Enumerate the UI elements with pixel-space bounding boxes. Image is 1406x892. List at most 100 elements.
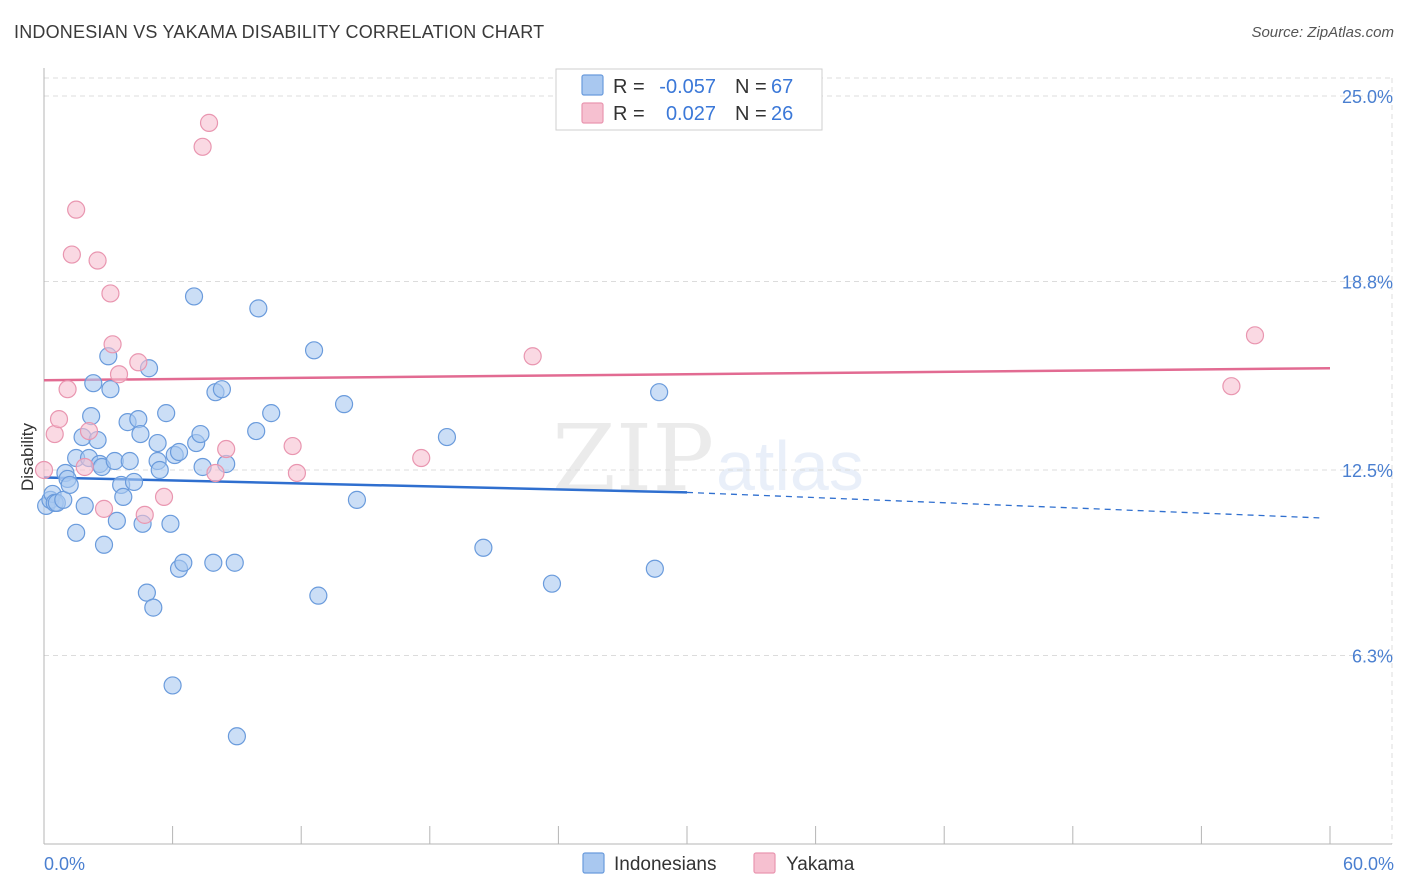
correlation-legend: R = -0.057 N = 67 R = 0.027 N = 26 (555, 68, 823, 131)
point-yakama (1245, 326, 1265, 345)
legend-swatch-indonesians (581, 74, 604, 96)
point-indonesians (204, 553, 223, 572)
axes (43, 68, 1392, 845)
point-indonesians (334, 395, 354, 414)
point-yakama (412, 448, 431, 468)
point-indonesians (82, 407, 101, 426)
point-indonesians (120, 451, 139, 471)
point-indonesians (262, 404, 281, 423)
point-yakama (58, 380, 77, 399)
point-indonesians (650, 383, 669, 402)
gridlines (44, 77, 1393, 844)
point-indonesians (75, 496, 94, 515)
point-indonesians (157, 404, 176, 423)
point-yakama (283, 436, 302, 456)
point-yakama (523, 347, 542, 366)
chart-title: INDONESIAN VS YAKAMA DISABILITY CORRELAT… (14, 22, 545, 42)
point-yakama (103, 335, 122, 354)
y-tick-label: 6.3% (1352, 646, 1393, 666)
point-yakama (67, 200, 86, 219)
point-yakama (75, 457, 94, 477)
y-tick-labels: 6.3% 12.5% 18.8% 25.0% (1342, 87, 1393, 667)
point-indonesians (212, 380, 231, 399)
point-indonesians (60, 475, 79, 495)
point-yakama (199, 113, 219, 132)
bottom-legend-label-indonesians: Indonesians (614, 854, 716, 875)
point-indonesians (437, 427, 457, 447)
point-indonesians (150, 460, 169, 480)
bottom-legend-swatch-yakama (753, 852, 776, 874)
point-indonesians (309, 586, 328, 605)
point-indonesians (114, 487, 133, 507)
point-indonesians (347, 490, 367, 509)
point-indonesians (131, 424, 150, 444)
point-yakama (79, 421, 99, 441)
point-yakama (45, 424, 64, 444)
point-yakama (217, 439, 236, 459)
point-indonesians (84, 374, 103, 393)
trend-line-indonesians (43, 476, 688, 494)
point-indonesians (129, 410, 148, 429)
point-indonesians (148, 433, 167, 453)
point-indonesians (645, 559, 664, 578)
legend-n-value-yakama: 26 (771, 103, 793, 125)
y-tick-label: 25.0% (1342, 87, 1393, 107)
x-tick-label-max: 60.0% (1343, 854, 1394, 874)
point-indonesians (247, 421, 266, 441)
point-indonesians (144, 598, 163, 617)
point-indonesians (542, 574, 562, 593)
legend-n-label-yakama: N = (735, 103, 767, 125)
point-yakama (101, 284, 120, 303)
legend-r-value-yakama: 0.027 (666, 103, 716, 125)
point-indonesians (67, 523, 86, 542)
bottom-legend-swatch-indonesians (582, 852, 605, 874)
legend-swatch-yakama (581, 102, 604, 124)
point-indonesians (169, 442, 189, 462)
point-indonesians (54, 490, 73, 509)
point-yakama (1222, 377, 1241, 396)
point-indonesians (174, 553, 193, 572)
watermark-zip: ZIP (552, 405, 714, 512)
legend-r-label-yakama: R = (613, 103, 645, 125)
point-yakama (206, 463, 225, 483)
point-yakama (34, 460, 54, 480)
point-indonesians (163, 676, 182, 695)
point-indonesians (184, 287, 204, 306)
point-yakama (109, 365, 129, 384)
watermark: ZIP atlas (552, 405, 864, 512)
point-yakama (94, 499, 114, 518)
point-indonesians (107, 511, 126, 530)
source-label: Source: ZipAtlas.com (1251, 24, 1394, 41)
point-indonesians (191, 424, 210, 444)
legend-n-value-indonesians: 67 (771, 76, 793, 98)
series-legend: Indonesians Yakama (582, 852, 855, 875)
point-indonesians (124, 472, 144, 492)
legend-r-value-indonesians: -0.057 (659, 76, 716, 98)
point-indonesians (161, 514, 180, 533)
point-indonesians (304, 341, 324, 360)
point-yakama (154, 487, 174, 507)
point-yakama (62, 245, 81, 264)
legend-n-label-indonesians: N = (735, 76, 767, 98)
legend-r-label-indonesians: R = (613, 76, 645, 98)
data-points (34, 113, 1265, 746)
watermark-atlas: atlas (716, 427, 864, 505)
y-tick-label: 18.8% (1342, 272, 1393, 292)
point-yakama (129, 353, 148, 372)
trend-line-yakama (43, 366, 1331, 382)
point-indonesians (249, 299, 268, 318)
trend-lines (43, 366, 1331, 519)
point-yakama (193, 137, 212, 156)
point-indonesians (94, 535, 114, 554)
point-yakama (49, 410, 69, 429)
point-yakama (287, 463, 307, 483)
point-indonesians (101, 380, 120, 399)
point-indonesians (227, 727, 246, 746)
bottom-legend-label-yakama: Yakama (786, 854, 855, 875)
point-yakama (88, 251, 107, 270)
y-tick-label: 12.5% (1342, 461, 1393, 481)
point-indonesians (225, 553, 244, 572)
y-axis-title: Disability (18, 422, 37, 491)
point-indonesians (137, 583, 156, 602)
